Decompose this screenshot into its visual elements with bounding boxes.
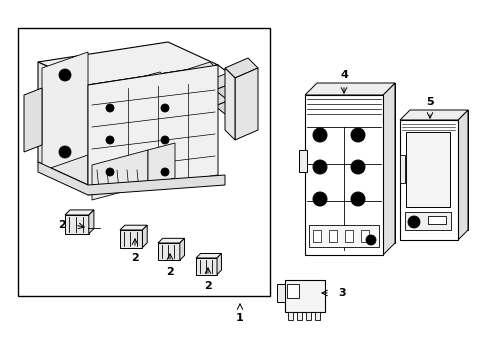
Polygon shape xyxy=(205,90,235,106)
Polygon shape xyxy=(92,72,168,98)
Polygon shape xyxy=(235,68,258,140)
Polygon shape xyxy=(88,65,248,108)
Polygon shape xyxy=(400,110,468,120)
Circle shape xyxy=(351,160,365,174)
Polygon shape xyxy=(139,99,147,173)
Bar xyxy=(405,212,451,230)
Polygon shape xyxy=(65,215,89,234)
Polygon shape xyxy=(38,62,88,185)
Circle shape xyxy=(161,168,169,176)
Polygon shape xyxy=(158,243,180,260)
Bar xyxy=(299,150,307,172)
Polygon shape xyxy=(42,52,88,171)
Polygon shape xyxy=(38,42,218,85)
Text: 5: 5 xyxy=(426,97,434,107)
Polygon shape xyxy=(143,225,147,248)
Polygon shape xyxy=(158,238,185,243)
Circle shape xyxy=(351,192,365,206)
Bar xyxy=(297,312,302,320)
Bar xyxy=(406,132,450,207)
Bar xyxy=(400,155,405,183)
Bar xyxy=(313,230,321,242)
Polygon shape xyxy=(458,110,468,240)
Bar xyxy=(315,312,320,320)
Polygon shape xyxy=(196,258,217,274)
Text: 2: 2 xyxy=(204,281,212,291)
Polygon shape xyxy=(148,143,175,185)
Text: 3: 3 xyxy=(338,288,346,298)
Polygon shape xyxy=(24,88,42,152)
Text: 2: 2 xyxy=(166,267,174,277)
Circle shape xyxy=(106,104,114,112)
Polygon shape xyxy=(65,210,94,215)
Polygon shape xyxy=(217,253,221,274)
Polygon shape xyxy=(128,98,136,171)
Bar xyxy=(345,230,353,242)
Bar xyxy=(317,83,395,243)
Polygon shape xyxy=(38,162,225,195)
Polygon shape xyxy=(215,98,245,114)
Bar xyxy=(309,225,379,247)
Polygon shape xyxy=(170,62,218,83)
Circle shape xyxy=(313,128,327,142)
Polygon shape xyxy=(305,83,395,95)
Polygon shape xyxy=(88,65,218,195)
Polygon shape xyxy=(161,102,169,176)
Bar xyxy=(400,120,458,240)
Bar xyxy=(287,284,299,298)
Bar xyxy=(329,230,337,242)
Circle shape xyxy=(106,136,114,144)
Polygon shape xyxy=(120,225,147,230)
Polygon shape xyxy=(117,96,125,170)
Bar xyxy=(305,95,383,255)
Circle shape xyxy=(106,168,114,176)
Circle shape xyxy=(408,216,420,228)
Circle shape xyxy=(313,192,327,206)
Polygon shape xyxy=(95,93,103,167)
Polygon shape xyxy=(196,253,221,258)
Bar xyxy=(361,230,369,242)
Text: 1: 1 xyxy=(236,313,244,323)
Polygon shape xyxy=(180,238,185,260)
Circle shape xyxy=(161,136,169,144)
Polygon shape xyxy=(205,74,235,90)
Circle shape xyxy=(59,146,71,158)
Bar xyxy=(410,110,468,230)
Circle shape xyxy=(313,160,327,174)
Polygon shape xyxy=(383,83,395,255)
Circle shape xyxy=(366,235,376,245)
Polygon shape xyxy=(89,210,94,234)
Bar xyxy=(288,312,293,320)
Text: 4: 4 xyxy=(340,70,348,80)
Polygon shape xyxy=(215,82,245,98)
Polygon shape xyxy=(106,95,114,168)
Circle shape xyxy=(161,104,169,112)
Bar xyxy=(306,312,311,320)
Bar xyxy=(285,280,325,312)
Polygon shape xyxy=(92,150,148,200)
Polygon shape xyxy=(225,58,258,78)
Circle shape xyxy=(351,128,365,142)
Bar xyxy=(277,284,285,302)
Bar xyxy=(428,216,446,224)
Polygon shape xyxy=(120,230,143,248)
Text: 2: 2 xyxy=(58,220,66,230)
Circle shape xyxy=(59,69,71,81)
Bar xyxy=(18,28,270,296)
Text: 2: 2 xyxy=(131,253,139,263)
Polygon shape xyxy=(225,68,235,140)
Polygon shape xyxy=(150,100,158,175)
